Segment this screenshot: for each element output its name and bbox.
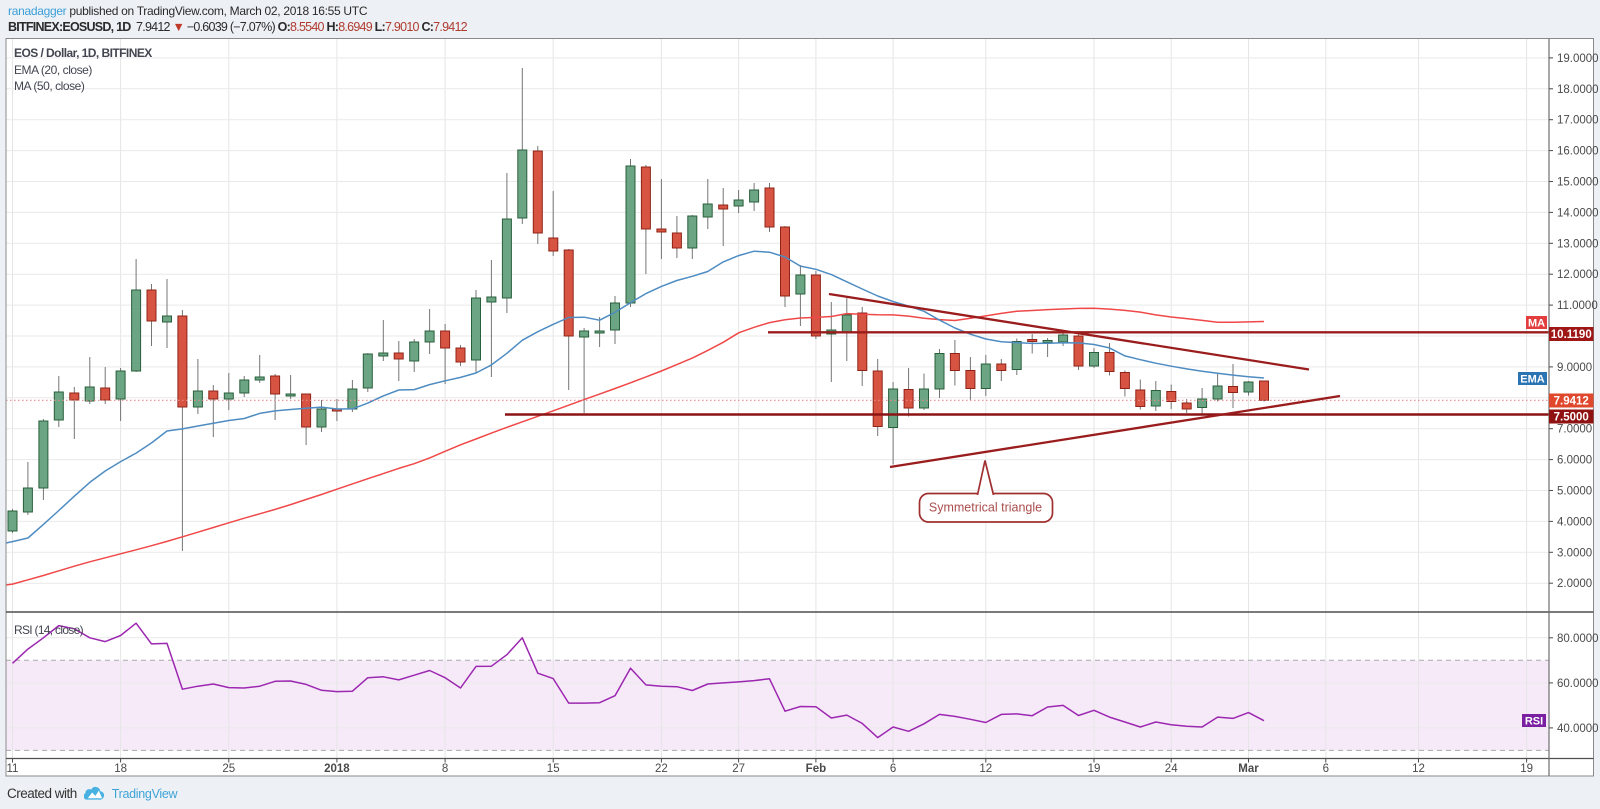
svg-text:25: 25 [222,763,235,775]
svg-text:11.0000: 11.0000 [1557,300,1598,312]
svg-text:19: 19 [1088,763,1101,775]
svg-text:12.0000: 12.0000 [1557,269,1599,281]
svg-text:EOS / Dollar, 1D, BITFINEX: EOS / Dollar, 1D, BITFINEX [14,46,152,60]
svg-text:2.0000: 2.0000 [1557,578,1592,590]
svg-text:7.5000: 7.5000 [1554,412,1589,424]
svg-text:15: 15 [547,763,560,775]
svg-text:17.0000: 17.0000 [1557,115,1599,127]
svg-text:22: 22 [655,763,668,775]
svg-text:8: 8 [442,763,448,775]
svg-text:19.0000: 19.0000 [1557,53,1599,65]
svg-text:12: 12 [979,763,992,775]
svg-text:13.0000: 13.0000 [1557,238,1599,250]
svg-text:9.0000: 9.0000 [1557,362,1592,374]
svg-text:6: 6 [1323,763,1329,775]
svg-text:60.0000: 60.0000 [1557,678,1599,690]
svg-text:10.1190: 10.1190 [1551,329,1592,341]
svg-text:6.0000: 6.0000 [1557,455,1592,467]
svg-text:3.0000: 3.0000 [1557,547,1592,559]
svg-text:80.0000: 80.0000 [1557,633,1599,645]
svg-text:19: 19 [1520,763,1533,775]
svg-text:MA: MA [1528,318,1545,330]
svg-text:14.0000: 14.0000 [1557,207,1599,219]
svg-text:EMA: EMA [1520,374,1545,386]
svg-text:16.0000: 16.0000 [1557,146,1599,158]
svg-text:11: 11 [7,763,19,775]
svg-text:40.0000: 40.0000 [1557,723,1599,735]
svg-text:24: 24 [1165,763,1178,775]
svg-text:4.0000: 4.0000 [1557,516,1592,528]
svg-text:18.0000: 18.0000 [1557,84,1599,96]
svg-text:7.9412: 7.9412 [1554,396,1589,408]
svg-text:6: 6 [890,763,896,775]
svg-text:18: 18 [114,763,127,775]
svg-text:27: 27 [732,763,745,775]
svg-text:EMA (20, close): EMA (20, close) [14,63,92,77]
svg-text:12: 12 [1412,763,1425,775]
svg-text:Mar: Mar [1238,763,1259,775]
svg-text:Symmetrical triangle: Symmetrical triangle [929,501,1042,515]
svg-text:Feb: Feb [806,763,826,775]
svg-text:7.0000: 7.0000 [1557,424,1592,436]
svg-text:RSI: RSI [1525,716,1543,728]
svg-text:15.0000: 15.0000 [1557,177,1599,189]
svg-text:5.0000: 5.0000 [1557,486,1592,498]
svg-text:2018: 2018 [324,763,350,775]
svg-text:MA (50, close): MA (50, close) [14,79,85,93]
svg-text:RSI (14, close): RSI (14, close) [14,623,84,637]
